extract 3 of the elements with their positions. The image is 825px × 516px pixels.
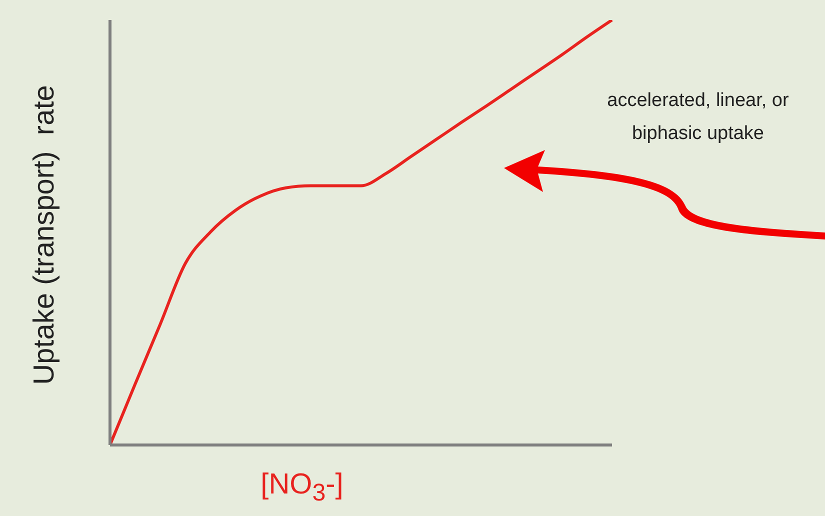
annotation: accelerated, linear, or biphasic uptake [606,89,790,146]
x-axis-title: [NO$_{3}$-] [260,468,344,508]
y-axis-title: Uptake (transport) rate [28,85,62,385]
